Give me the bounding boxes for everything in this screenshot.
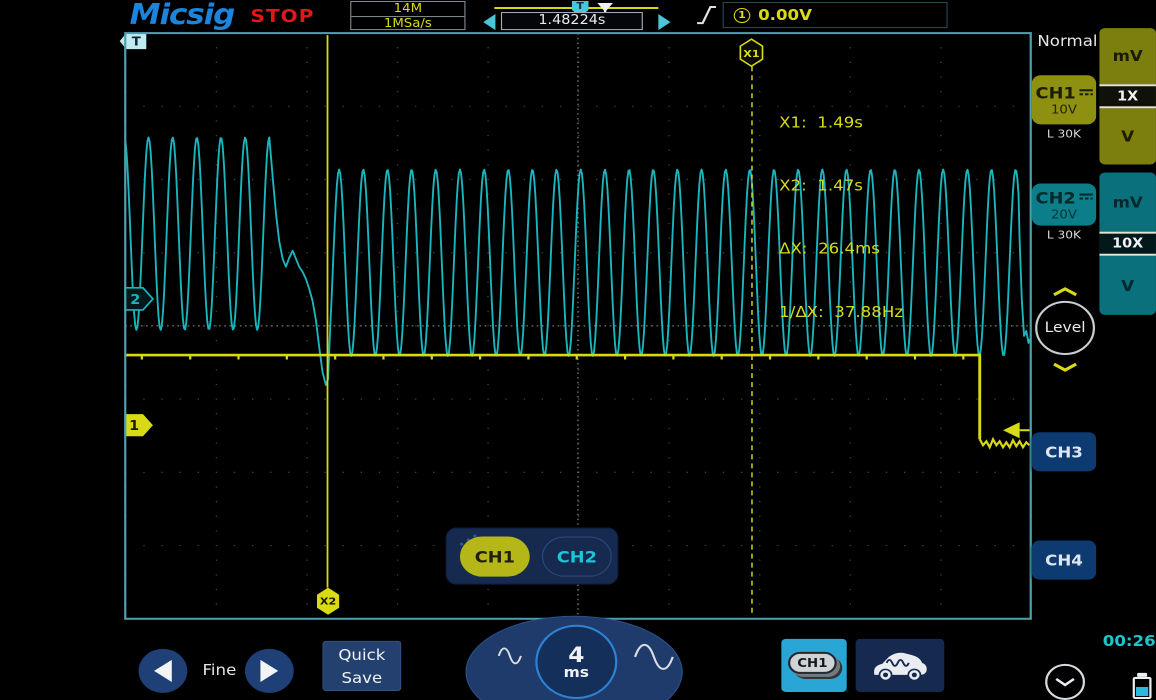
svg-text:X2: X2 <box>320 596 336 607</box>
readout-freq: 1/ΔX: 37.88Hz <box>779 302 904 321</box>
memory-depth: 14M <box>351 1 465 17</box>
ch1-unit-v[interactable]: V <box>1121 127 1135 146</box>
ch1-label: CH1 <box>1035 83 1076 103</box>
popup-ch1-button[interactable]: CH1 <box>459 536 530 577</box>
svg-text:T: T <box>132 34 141 48</box>
ch1-probe-panel[interactable]: mV 1X V <box>1099 28 1156 165</box>
micsig-logo: Micsig <box>129 0 236 32</box>
dc-coupling-icon <box>1079 88 1093 97</box>
ch2-unit-v[interactable]: V <box>1121 276 1135 295</box>
collapse-menu-button[interactable] <box>1045 663 1086 700</box>
ch1-volts-div: 10V <box>1050 102 1077 117</box>
quick-save-line2: Save <box>341 668 383 687</box>
popup-ch2-button[interactable]: CH2 <box>541 536 612 577</box>
sine-compress-icon[interactable] <box>495 643 524 669</box>
ch2-probe-ratio[interactable]: 10X <box>1099 231 1156 256</box>
acquisition-info-box[interactable]: 14M 1MSa/s <box>350 1 466 31</box>
ch2-volts-div: 20V <box>1050 207 1077 222</box>
trigger-slope-icon[interactable] <box>694 3 718 27</box>
cursor-readout: X1: 1.49s X2: 1.47s ΔX: 26.4ms 1/ΔX: 37.… <box>779 70 903 365</box>
timebase-value: 4 <box>568 642 585 667</box>
probe-icon: CH1 <box>788 651 837 674</box>
fine-label: Fine <box>202 660 237 679</box>
quick-save-button[interactable]: Quick Save <box>322 640 402 691</box>
ch1-waveform-noise <box>978 436 1031 450</box>
left-arrow-icon <box>154 659 172 682</box>
ch1-bandwidth: L 30K <box>1046 127 1082 141</box>
dc-coupling-icon <box>1079 193 1093 202</box>
ch1-unit-mv[interactable]: mV <box>1112 47 1143 66</box>
run-state-label[interactable]: STOP <box>250 6 315 28</box>
ch1-waveform-notches <box>140 355 965 360</box>
ch1-level-arrow[interactable] <box>1003 422 1020 439</box>
ch2-unit-mv[interactable]: mV <box>1112 193 1143 212</box>
ch2-label: CH2 <box>1035 188 1076 208</box>
readout-x1: X1: 1.49s <box>779 113 863 132</box>
level-up-chevron[interactable] <box>1052 287 1079 297</box>
drag-dot <box>459 542 464 546</box>
quick-save-line1: Quick <box>338 645 386 664</box>
record-timer: 00:26 <box>1102 631 1156 650</box>
battery-icon-cap <box>1137 672 1148 677</box>
ch3-button[interactable]: CH3 <box>1031 432 1097 472</box>
ch1-waveform <box>125 353 982 440</box>
ch4-button[interactable]: CH4 <box>1031 540 1097 580</box>
ch1-button[interactable]: CH1 10V <box>1031 75 1097 125</box>
svg-text:2: 2 <box>130 292 140 307</box>
timebase-unit: ms <box>563 664 590 681</box>
ch2-waveform <box>124 136 1031 386</box>
sample-rate: 1MSa/s <box>383 15 432 30</box>
cursor-x2-flag[interactable] <box>316 587 340 615</box>
cursor-channel-popup[interactable]: CH1 CH2 <box>445 527 619 585</box>
auto-mode-button[interactable] <box>855 638 945 692</box>
nav-left-button[interactable] <box>138 648 188 693</box>
sine-expand-icon[interactable] <box>633 639 675 675</box>
drag-dot <box>473 534 477 538</box>
level-down-chevron[interactable] <box>1052 362 1079 372</box>
ch1-probe-ratio[interactable]: 1X <box>1099 84 1156 109</box>
level-dial[interactable]: Level <box>1035 300 1096 356</box>
time-right-arrow[interactable] <box>658 14 671 31</box>
readout-dx: ΔX: 26.4ms <box>779 239 880 258</box>
timebase-readout[interactable]: 4 ms <box>535 624 618 700</box>
battery-charge-level <box>1136 686 1149 696</box>
ch2-button[interactable]: CH2 20V <box>1031 183 1097 226</box>
trigger-source-icon: 1 <box>733 7 751 23</box>
time-left-arrow[interactable] <box>483 14 496 31</box>
chevron-down-icon <box>1055 677 1075 687</box>
ch2-probe-panel[interactable]: mV 10X V <box>1099 172 1156 315</box>
nav-right-button[interactable] <box>244 648 294 693</box>
right-arrow-icon <box>260 659 279 682</box>
trigger-level-value: 0.00V <box>758 6 812 25</box>
car-icon <box>874 652 927 681</box>
readout-x2: X2: 1.47s <box>779 176 863 195</box>
battery-icon <box>1132 676 1152 700</box>
channel-select-button[interactable]: CH1 <box>781 638 847 692</box>
ch1-position-marker[interactable] <box>125 414 153 437</box>
trigger-level-box[interactable]: 1 0.00V <box>722 2 948 29</box>
trigger-time-display[interactable]: 1.48224s <box>500 12 643 31</box>
cursor-x1-flag[interactable] <box>739 38 764 68</box>
svg-text:X1: X1 <box>743 49 759 60</box>
trigger-mode-label[interactable]: Normal <box>1037 32 1098 51</box>
svg-text:1: 1 <box>129 419 139 434</box>
ch2-bandwidth: L 30K <box>1046 228 1082 242</box>
